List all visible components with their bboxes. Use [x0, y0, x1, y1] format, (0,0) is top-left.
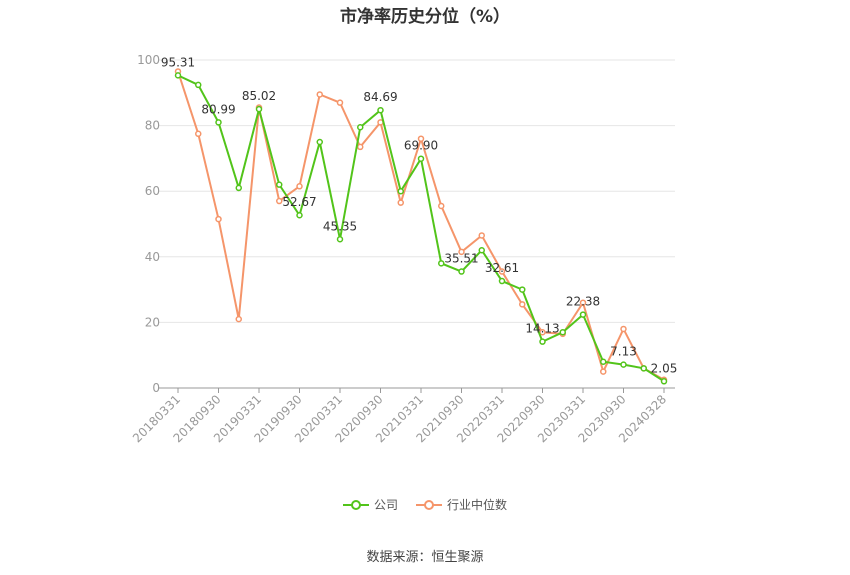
data-source: 数据来源：恒生聚源 [366, 550, 484, 565]
industry-median-point [316, 91, 323, 98]
company-data-label: 85.02 [242, 89, 276, 103]
company-point [579, 311, 587, 318]
company-point [336, 236, 344, 243]
legend-industry-median-icon [416, 499, 442, 510]
company-point [174, 72, 182, 79]
company-series-line [177, 74, 665, 383]
industry-median-point [579, 299, 587, 306]
line-chart: 0204060801002018033120180930201903312019… [130, 53, 678, 445]
industry-median-point [417, 135, 425, 142]
company-data-label: 84.69 [363, 90, 397, 104]
grid-lines [158, 59, 675, 323]
company-point [357, 123, 364, 131]
industry-median-point [296, 183, 303, 190]
legend-company-icon [342, 499, 369, 510]
company-data-label: 52.67 [282, 195, 316, 209]
company-point [215, 119, 222, 126]
company-point [438, 260, 445, 267]
industry-median-point [195, 130, 202, 138]
company-data-label: 35.51 [444, 252, 478, 266]
company-data-label: 45.35 [323, 219, 357, 233]
company-point [255, 105, 263, 113]
company-point [235, 184, 242, 192]
industry-median-point [397, 199, 404, 206]
company-point [276, 181, 283, 188]
company-point [478, 246, 485, 254]
company-point [620, 361, 627, 368]
company-point [195, 81, 202, 89]
company-point [458, 268, 465, 275]
industry-median-point [438, 202, 445, 210]
industry-median-point [357, 143, 364, 151]
series-lines [174, 68, 668, 385]
company-data-label: 32.61 [485, 261, 519, 275]
y-tick-label: 80 [145, 119, 160, 133]
company-point [377, 106, 384, 114]
company-point [600, 358, 607, 366]
legend-item-industry-median[interactable]: 行业中位数 [416, 496, 507, 513]
y-tick-label: 40 [145, 250, 160, 264]
company-point [296, 211, 303, 219]
data-labels: 95.31 80.99 85.02 52.67 45.35 84.69 69.90 35.51… [161, 55, 678, 375]
company-data-label: 95.31 [161, 55, 195, 69]
legend-company-label: 公司 [373, 498, 398, 512]
industry-median-point [539, 328, 546, 336]
company-point [640, 365, 647, 372]
company-data-label: 7.13 [610, 345, 637, 359]
company-data-label: 69.90 [404, 139, 438, 153]
company-point [417, 155, 425, 162]
company-point [539, 338, 546, 345]
legend: 公司 行业中位数 [0, 496, 850, 513]
y-tick-label: 20 [145, 315, 160, 329]
company-data-label: 14.13 [525, 322, 559, 336]
company-data-label: 2.05 [651, 361, 678, 375]
industry-median-point [498, 268, 506, 275]
legend-industry-median-label: 行业中位数 [447, 498, 508, 512]
company-data-label: 80.99 [201, 102, 235, 116]
industry-median-point [215, 215, 222, 223]
company-point [498, 277, 506, 285]
industry-median-point [478, 232, 485, 239]
y-tick-label: 0 [152, 381, 160, 395]
industry-median-point [600, 368, 607, 375]
company-point [559, 328, 566, 336]
industry-median-point [235, 315, 242, 323]
y-tick-label: 100 [137, 53, 160, 67]
company-point [660, 378, 668, 385]
industry-median-point [620, 325, 627, 333]
company-data-label: 22.38 [566, 295, 600, 309]
legend-item-company[interactable]: 公司 [342, 496, 398, 513]
industry-median-point [458, 248, 465, 256]
company-point [397, 187, 404, 195]
industry-median-point [336, 99, 344, 106]
industry-median-point [276, 197, 283, 205]
industry-median-point [519, 301, 526, 308]
y-tick-label: 60 [145, 184, 160, 198]
company-point [519, 286, 526, 293]
chart-title: 市净率历史分位（%） [339, 7, 511, 27]
company-point [316, 138, 323, 146]
